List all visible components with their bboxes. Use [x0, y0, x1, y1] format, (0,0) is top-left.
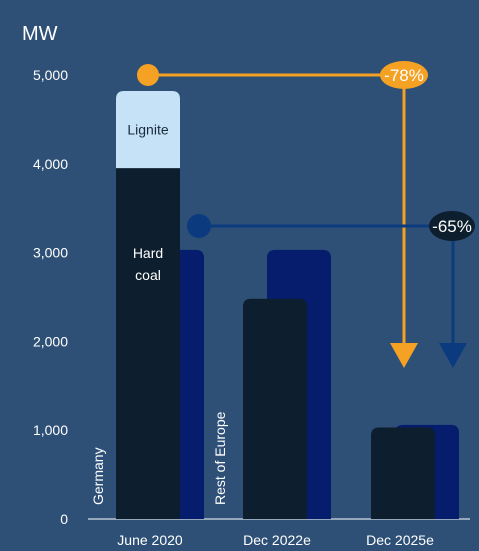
y-tick-label: 5,000 — [33, 67, 68, 83]
annotation-label: -65% — [432, 217, 472, 236]
unit-label: MW — [22, 23, 58, 45]
annotation-arrow — [390, 343, 418, 368]
x-tick-label: June 2020 — [117, 532, 183, 548]
annotation-arrow — [439, 343, 467, 368]
x-tick-label: Dec 2025e — [366, 532, 434, 548]
bar-germany-hard-coal — [116, 168, 180, 520]
segment-label-lignite: Lignite — [127, 122, 168, 138]
series-labels: Germany Rest of Europe — [90, 411, 228, 505]
segment-label-hard-coal: coal — [135, 267, 161, 283]
annotations: -78% -65% — [137, 61, 475, 368]
bar-germany-hard-coal — [371, 427, 435, 519]
y-tick-label: 3,000 — [33, 245, 68, 261]
x-axis: June 2020 Dec 2022e Dec 2025e — [117, 532, 434, 548]
bar-germany-hard-coal — [243, 298, 307, 519]
bar-germany-lignite — [116, 90, 180, 169]
bars: Lignite Hard coal — [116, 90, 459, 520]
y-tick-label: 1,000 — [33, 422, 68, 438]
y-tick-label: 4,000 — [33, 156, 68, 172]
x-tick-label: Dec 2022e — [243, 532, 311, 548]
series-label-rest-of-europe: Rest of Europe — [212, 411, 228, 505]
series-label-germany: Germany — [90, 447, 106, 505]
segment-label-hard-coal: Hard — [133, 245, 163, 261]
y-tick-label: 0 — [60, 511, 68, 527]
y-tick-label: 2,000 — [33, 333, 68, 349]
annotation-badge — [429, 211, 475, 241]
annotation-badge — [380, 61, 428, 89]
annotation-label: -78% — [384, 66, 424, 85]
